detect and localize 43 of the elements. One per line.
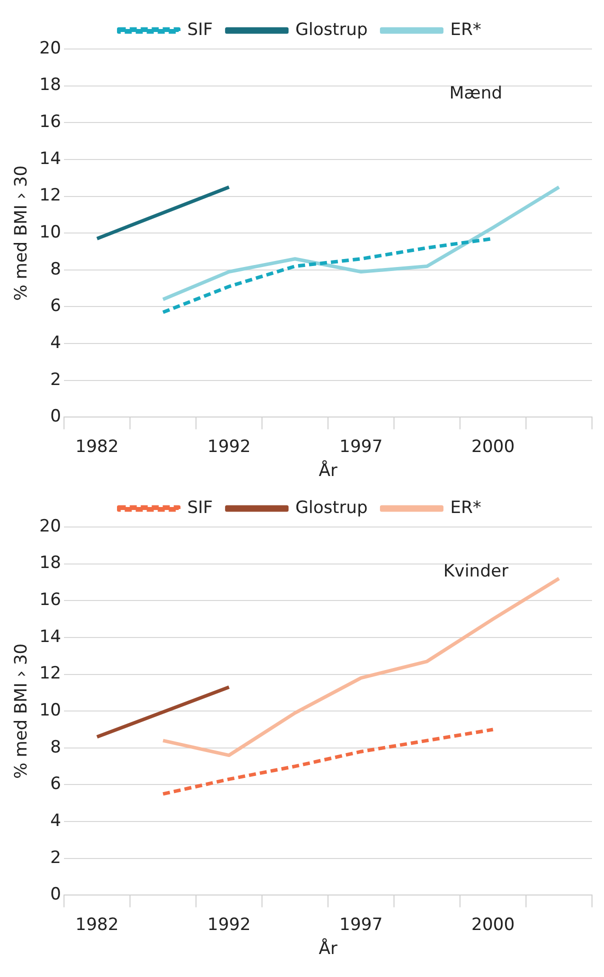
y-tick-label: 8 [50,259,62,280]
y-tick-label: 14 [39,148,62,169]
y-tick-label: 20 [39,38,62,58]
x-axis-title: År [318,460,338,482]
y-tick-label: 2 [50,370,62,390]
x-tick-label: 2000 [471,436,515,457]
x-tick-label: 1997 [339,436,383,457]
legend-label: SIF [187,498,213,518]
x-tick-label: 1992 [207,914,251,935]
x-tick-label: 2000 [471,914,515,935]
annotation: Kvinder [443,561,508,582]
y-tick-label: 4 [50,810,62,831]
y-tick-label: 18 [39,553,62,574]
y-tick-label: 12 [39,186,62,206]
y-tick-label: 6 [50,774,62,794]
y-tick-label: 2 [50,848,62,868]
y-tick-label: 10 [39,700,62,721]
y-tick-label: 12 [39,664,62,684]
y-tick-label: 20 [39,516,62,536]
x-tick-label: 1997 [339,914,383,935]
y-tick-label: 16 [39,590,62,610]
legend-label: ER* [450,20,482,40]
x-tick-label: 1992 [207,436,251,457]
annotation: Mænd [449,83,502,104]
y-axis-title: % med BMI › 30 [12,643,32,779]
y-tick-label: 6 [50,296,62,316]
legend-label: ER* [450,498,482,518]
legend-label: Glostrup [295,498,368,518]
y-tick-label: 4 [50,332,62,353]
y-tick-label: 18 [39,75,62,96]
x-axis-title: År [318,938,338,960]
y-tick-label: 8 [50,737,62,758]
y-tick-label: 14 [39,626,62,647]
y-tick-label: 10 [39,222,62,243]
line-series [161,728,495,796]
y-tick-label: 0 [50,406,62,427]
y-axis-title: % med BMI › 30 [12,165,32,301]
x-tick-label: 1982 [75,436,119,457]
legend-label: SIF [187,20,213,40]
legend-label: Glostrup [295,20,368,40]
y-tick-label: 16 [39,112,62,132]
x-tick-label: 1982 [75,914,119,935]
y-tick-label: 0 [50,884,62,905]
